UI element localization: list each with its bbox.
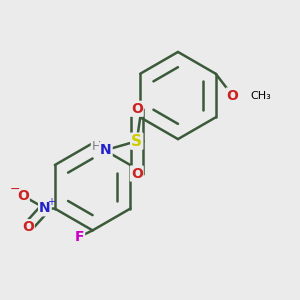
Text: O: O [22, 220, 34, 234]
Text: O: O [131, 102, 143, 116]
Text: S: S [131, 134, 142, 149]
Text: F: F [75, 230, 84, 244]
Text: O: O [131, 167, 143, 181]
Text: N: N [100, 143, 112, 157]
Text: +: + [47, 197, 56, 207]
Text: −: − [9, 183, 20, 196]
Text: CH₃: CH₃ [250, 91, 271, 100]
Text: O: O [226, 88, 238, 103]
Text: N: N [39, 201, 51, 215]
Text: H: H [92, 140, 101, 153]
Text: O: O [17, 189, 29, 202]
